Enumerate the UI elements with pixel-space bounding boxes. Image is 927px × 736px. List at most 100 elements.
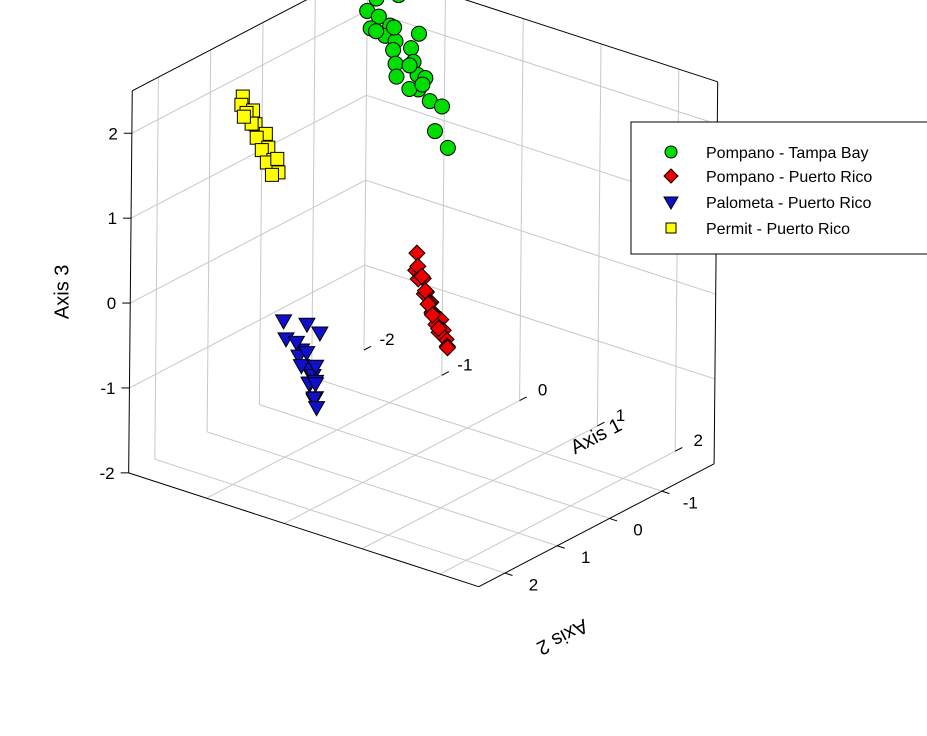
data-point-triangle <box>274 314 293 330</box>
data-point-circle <box>392 0 405 4</box>
grid-line <box>206 431 558 547</box>
data-point-triangle <box>305 391 323 408</box>
z-tick-label: -1 <box>100 379 115 398</box>
grid-line <box>206 374 443 499</box>
x-axis-label: Axis 1 <box>567 414 625 459</box>
data-point-circle <box>368 23 385 40</box>
grid-line <box>130 94 367 219</box>
z-tick-label: 1 <box>108 209 117 228</box>
legend-box <box>630 121 927 255</box>
grid-line <box>441 0 446 376</box>
series-2 <box>407 244 457 357</box>
grid-line <box>439 450 676 575</box>
axis-edge <box>464 0 718 83</box>
axis-edges <box>120 0 719 588</box>
axis-labels: Axis 3 Axis 2 Axis 1 <box>51 265 625 659</box>
y-tick-label: 2 <box>529 575 538 594</box>
grid-lines <box>129 0 718 575</box>
x-tick-label: 0 <box>538 381 547 400</box>
series-1 <box>359 0 456 156</box>
data-point-circle <box>401 57 418 74</box>
data-point-circle <box>388 68 405 85</box>
y-tick-label: -1 <box>683 493 698 512</box>
data-point-circle <box>385 42 402 59</box>
data-point-square <box>249 130 264 145</box>
x-tick-mark <box>674 447 683 452</box>
grid-line <box>154 458 506 574</box>
grid-line <box>131 9 368 134</box>
x-tick-label: 1 <box>616 406 625 425</box>
data-point-circle <box>411 25 428 42</box>
x-tick-mark <box>363 345 372 351</box>
data-points <box>234 0 457 417</box>
grid-line <box>365 179 716 295</box>
axis-edge <box>128 472 479 588</box>
grid-line <box>363 0 368 351</box>
data-point-triangle <box>298 317 316 334</box>
tick-labels: -2 -1 0 1 2 -1 0 1 2 -2 -1 0 1 2 <box>100 124 703 594</box>
grid-line <box>154 77 159 460</box>
data-point-triangle <box>307 401 326 417</box>
grid-line <box>130 179 366 304</box>
data-point-triangle <box>297 346 316 362</box>
legend-entry-1: Pompano - Tampa Bay <box>664 145 868 162</box>
data-point-square <box>270 151 285 166</box>
data-point-square <box>264 167 279 182</box>
data-point-triangle <box>306 359 325 376</box>
legend-label: Permit - Puerto Rico <box>706 221 850 238</box>
axis-edge <box>478 463 715 588</box>
data-point-diamond <box>423 306 442 324</box>
z-tick-label: 2 <box>108 124 117 143</box>
grid-line <box>284 400 520 524</box>
legend-entry-4: Permit - Puerto Rico <box>665 221 850 238</box>
y-tick-mark <box>661 490 670 495</box>
data-point-triangle <box>287 335 306 352</box>
grid-line <box>129 264 366 389</box>
y-axis-label: Axis 2 <box>533 614 591 659</box>
z-axis-label: Axis 3 <box>51 265 73 319</box>
legend-label: Pompano - Puerto Rico <box>706 169 872 186</box>
z-tick-label: 0 <box>107 294 116 313</box>
x-tick-label: 2 <box>694 431 703 450</box>
grid-line <box>519 18 524 401</box>
legend: Pompano - Tampa Bay Pompano - Puerto Ric… <box>630 121 927 255</box>
x-tick-label: -2 <box>379 330 394 349</box>
legend-entry-2: Pompano - Puerto Rico <box>663 168 872 186</box>
data-point-square <box>254 143 269 158</box>
y-tick-mark <box>504 572 513 576</box>
legend-label: Pompano - Tampa Bay <box>706 145 868 162</box>
legend-marker-diamond <box>663 168 679 184</box>
legend-marker-circle <box>664 145 678 159</box>
legend-entry-3: Palometa - Puerto Rico <box>663 195 872 212</box>
data-point-circle <box>414 76 431 93</box>
grid-line <box>596 43 602 426</box>
data-point-square <box>236 109 251 124</box>
x-tick-mark <box>597 421 605 427</box>
axis-edge <box>128 90 133 473</box>
data-point-circle <box>439 139 456 156</box>
y-tick-label: 1 <box>581 548 590 567</box>
data-point-circle <box>386 19 403 36</box>
data-point-diamond <box>438 339 457 357</box>
y-tick-mark <box>557 545 565 549</box>
data-point-circle <box>433 98 450 115</box>
grid-line <box>259 404 610 519</box>
grid-line <box>361 425 598 550</box>
legend-label: Palometa - Puerto Rico <box>706 195 872 212</box>
grid-line <box>311 376 662 492</box>
grid-line <box>311 0 316 378</box>
legend-marker-triangle <box>663 196 679 210</box>
x-tick-mark <box>519 396 527 402</box>
data-point-circle <box>426 123 443 140</box>
grid-line <box>206 49 212 432</box>
data-point-triangle <box>292 359 311 375</box>
data-point-triangle <box>311 326 329 343</box>
legend-marker-square <box>665 222 677 234</box>
series-4 <box>234 89 286 182</box>
series-3 <box>274 314 329 417</box>
y-tick-mark <box>609 517 618 522</box>
data-point-diamond <box>429 319 448 338</box>
y-tick-label: 0 <box>633 521 642 540</box>
